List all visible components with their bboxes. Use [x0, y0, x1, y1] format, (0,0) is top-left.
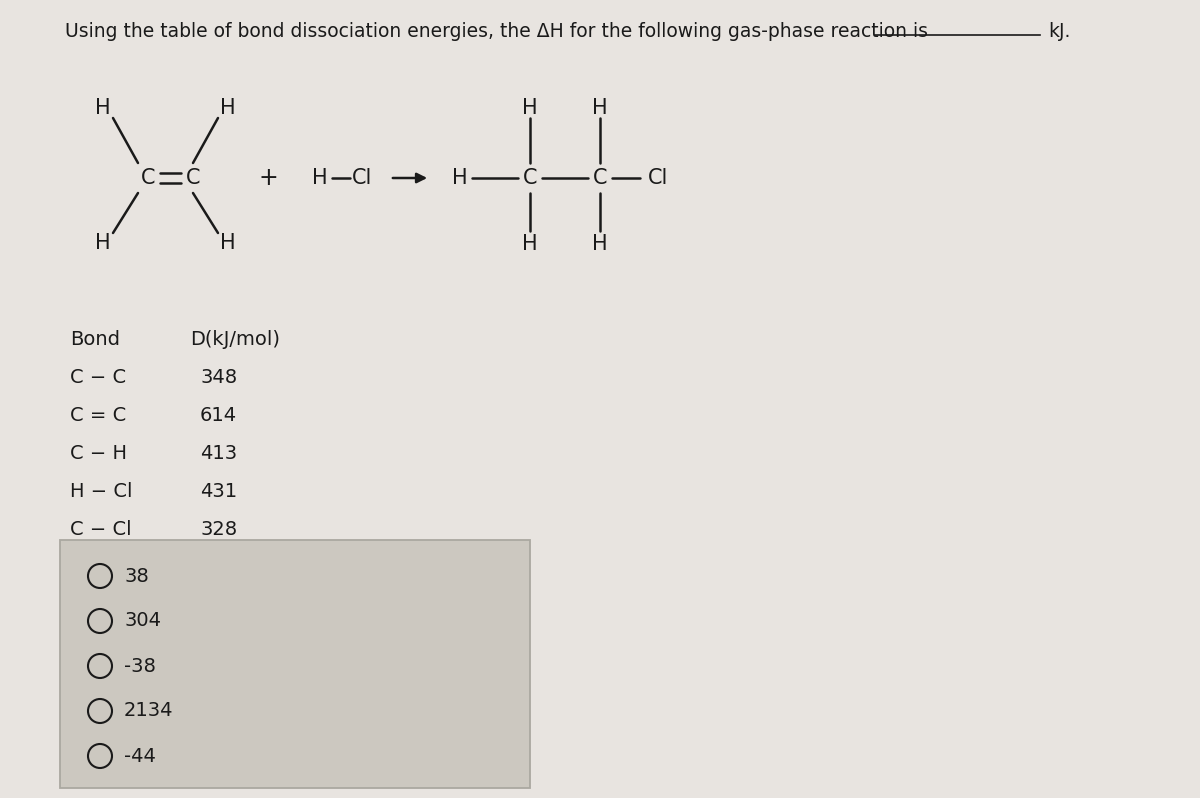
Text: H − Cl: H − Cl: [70, 482, 132, 501]
Text: 328: 328: [200, 520, 238, 539]
Text: C − H: C − H: [70, 444, 127, 463]
Text: H: H: [592, 98, 608, 118]
Text: Using the table of bond dissociation energies, the ΔH for the following gas-phas: Using the table of bond dissociation ene…: [65, 22, 928, 41]
Text: Cl: Cl: [648, 168, 668, 188]
Text: H: H: [95, 233, 110, 253]
Text: D(kJ/mol): D(kJ/mol): [190, 330, 280, 349]
Text: C: C: [140, 168, 155, 188]
Text: kJ.: kJ.: [1048, 22, 1070, 41]
Text: H: H: [95, 98, 110, 118]
Text: H: H: [522, 234, 538, 254]
Text: 614: 614: [200, 406, 238, 425]
Text: H: H: [522, 98, 538, 118]
Text: 2134: 2134: [124, 701, 174, 721]
Text: C = C: C = C: [70, 406, 126, 425]
Text: 304: 304: [124, 611, 161, 630]
Text: Bond: Bond: [70, 330, 120, 349]
Text: +: +: [258, 166, 278, 190]
Text: 431: 431: [200, 482, 238, 501]
Text: C − C: C − C: [70, 368, 126, 387]
Text: H: H: [220, 233, 236, 253]
Text: 413: 413: [200, 444, 238, 463]
Text: C: C: [523, 168, 538, 188]
Text: -44: -44: [124, 746, 156, 765]
Text: Cl: Cl: [352, 168, 372, 188]
FancyBboxPatch shape: [60, 540, 530, 788]
Text: H: H: [592, 234, 608, 254]
Text: 348: 348: [200, 368, 238, 387]
Text: H: H: [220, 98, 236, 118]
Text: -38: -38: [124, 657, 156, 675]
Text: H: H: [452, 168, 468, 188]
Text: C: C: [186, 168, 200, 188]
Text: C: C: [593, 168, 607, 188]
Text: 38: 38: [124, 567, 149, 586]
Text: C − Cl: C − Cl: [70, 520, 132, 539]
Text: H: H: [312, 168, 328, 188]
